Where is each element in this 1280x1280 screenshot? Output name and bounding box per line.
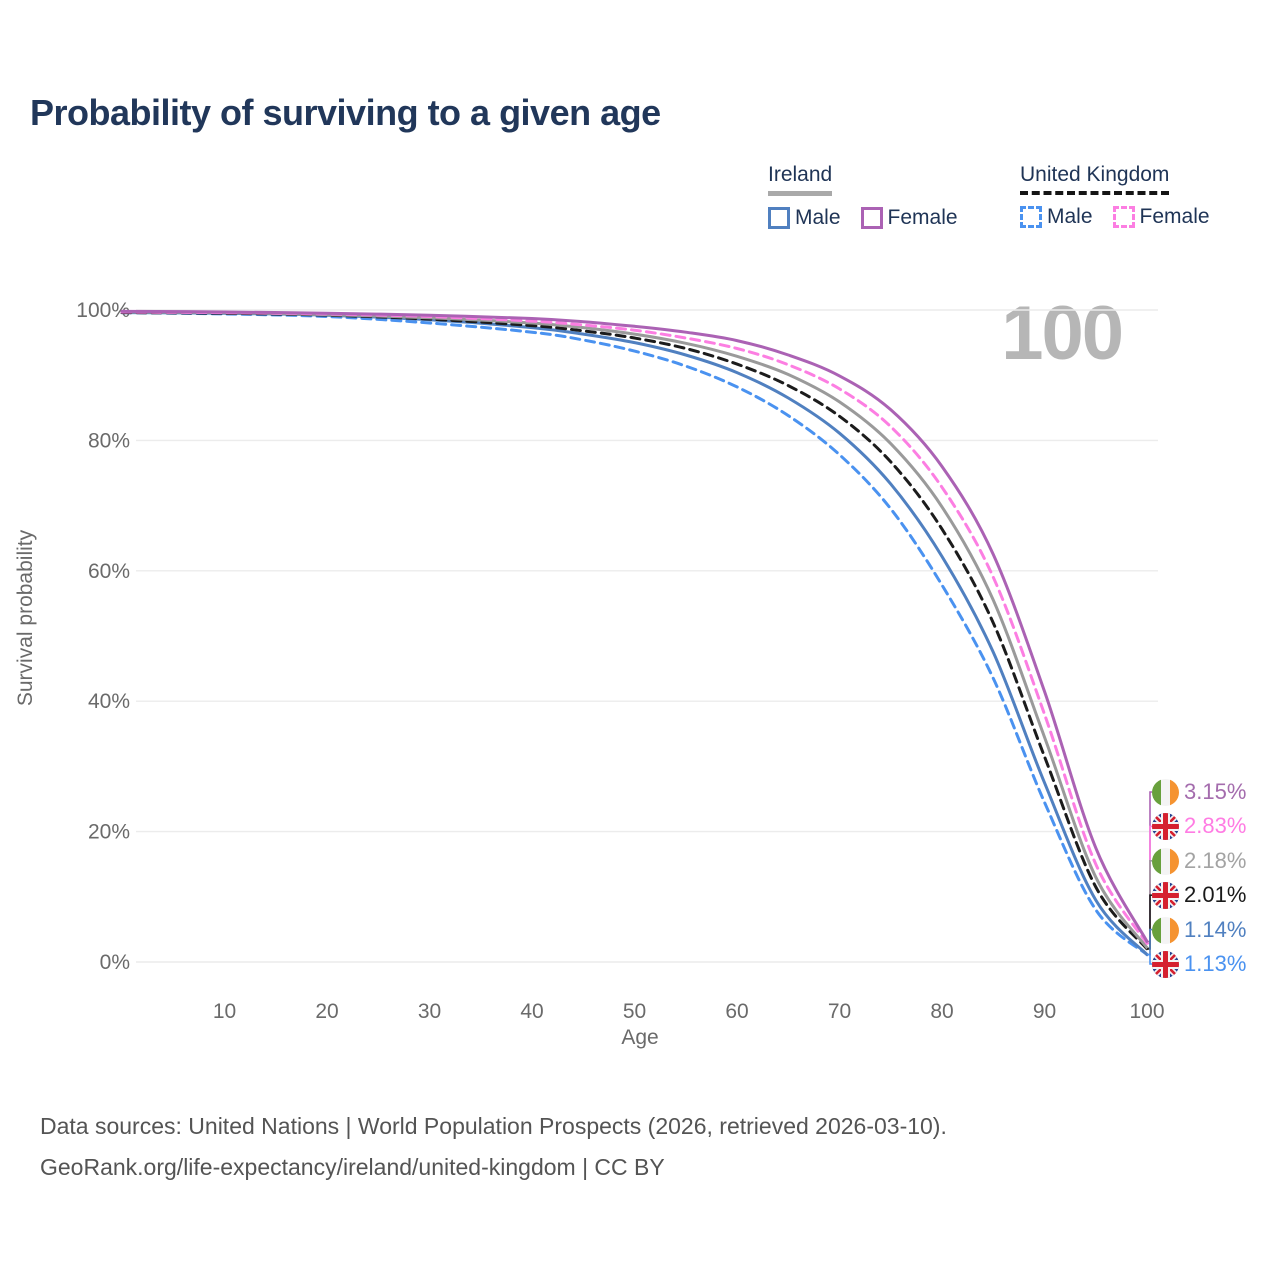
end-label-value: 2.01% xyxy=(1184,882,1247,907)
legend-label: Male xyxy=(1047,205,1093,228)
curve-uk-male[interactable] xyxy=(120,311,1149,957)
ireland-flag-icon xyxy=(1152,916,1179,944)
legend-item-ireland-male[interactable]: Male xyxy=(768,206,841,230)
x-tick-label: 10 xyxy=(213,1000,236,1023)
uk-flag-icon xyxy=(1152,881,1179,909)
ireland-flag-icon xyxy=(1152,847,1179,875)
legend-title-ireland: Ireland xyxy=(768,163,833,196)
y-axis-title: Survival probability xyxy=(14,529,37,707)
x-tick-label: 20 xyxy=(315,1000,338,1023)
x-tick-label: 80 xyxy=(930,1000,953,1023)
footer-sources: Data sources: United Nations | World Pop… xyxy=(40,1113,947,1139)
y-tick-label: 40% xyxy=(88,690,130,713)
y-tick-label: 100% xyxy=(76,299,130,322)
y-tick-label: 80% xyxy=(88,429,130,452)
x-tick-label: 100 xyxy=(1129,1000,1164,1023)
x-axis-title: Age xyxy=(621,1026,659,1049)
legend-group-united-kingdom: United Kingdom Male Female xyxy=(1020,163,1210,229)
x-tick-label: 70 xyxy=(828,1000,851,1023)
footer-url: GeoRank.org/life-expectancy/ireland/unit… xyxy=(40,1154,665,1181)
end-label-value: 1.14% xyxy=(1184,917,1247,942)
end-label-uk-female: 2.83% xyxy=(1152,811,1246,841)
uk-female-swatch-icon xyxy=(1112,206,1135,228)
end-label-uk-male: 1.13% xyxy=(1152,949,1246,979)
footer: Data sources: United Nations | World Pop… xyxy=(40,1106,947,1189)
end-label-ireland-male: 1.14% xyxy=(1152,915,1246,945)
end-label-ireland-total: 2.18% xyxy=(1152,846,1246,876)
end-label-value: 3.15% xyxy=(1184,779,1247,804)
uk-male-swatch-icon xyxy=(1020,206,1042,228)
ireland-flag-icon xyxy=(1152,778,1179,806)
end-label-connector xyxy=(1147,953,1152,965)
legend-label: Female xyxy=(1139,205,1210,228)
legend-label: Male xyxy=(795,206,841,229)
legend-item-uk-female[interactable]: Female xyxy=(1112,205,1210,229)
legend-item-ireland-female[interactable]: Female xyxy=(860,206,958,230)
legend-item-uk-male[interactable]: Male xyxy=(1020,205,1093,229)
legend-group-ireland: Ireland Male Female xyxy=(768,163,958,230)
uk-flag-icon xyxy=(1152,950,1179,978)
x-tick-label: 30 xyxy=(418,1000,441,1023)
curve-ireland-female[interactable] xyxy=(120,309,1149,943)
end-label-ireland-female: 3.15% xyxy=(1152,777,1246,807)
end-label-value: 2.83% xyxy=(1184,813,1247,838)
x-tick-label: 40 xyxy=(520,1000,543,1023)
end-label-value: 1.13% xyxy=(1184,951,1247,976)
age-watermark: 100 xyxy=(1001,291,1124,376)
legend-title-united-kingdom: United Kingdom xyxy=(1020,163,1170,195)
legend-items-united-kingdom: Male Female xyxy=(1020,205,1210,229)
curve-ireland-total[interactable] xyxy=(120,310,1149,950)
y-tick-label: 0% xyxy=(100,951,130,974)
curve-uk-total[interactable] xyxy=(120,311,1149,951)
x-tick-label: 50 xyxy=(623,1000,646,1023)
y-tick-label: 20% xyxy=(88,821,130,844)
y-tick-label: 60% xyxy=(88,560,130,583)
x-tick-label: 60 xyxy=(725,1000,748,1023)
curve-ireland-male[interactable] xyxy=(120,311,1149,957)
ireland-female-swatch-icon xyxy=(860,207,883,229)
legend-items-ireland: Male Female xyxy=(768,206,958,230)
ireland-male-swatch-icon xyxy=(768,207,790,229)
uk-flag-icon xyxy=(1152,812,1179,840)
end-label-value: 2.18% xyxy=(1184,848,1247,873)
legend-label: Female xyxy=(887,206,958,229)
end-label-connector xyxy=(1147,894,1152,950)
x-tick-label: 90 xyxy=(1033,1000,1056,1023)
curve-uk-female[interactable] xyxy=(120,310,1149,945)
page-title: Probability of surviving to a given age xyxy=(30,92,661,133)
end-label-uk-total: 2.01% xyxy=(1152,880,1246,910)
